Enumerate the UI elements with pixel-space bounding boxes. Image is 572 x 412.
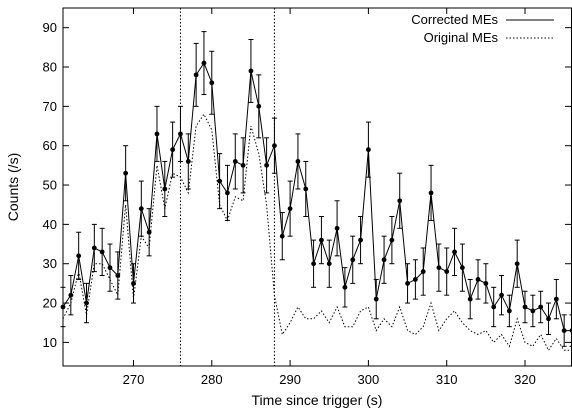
- data-point: [459, 265, 465, 271]
- data-point: [389, 237, 395, 243]
- data-point: [366, 147, 371, 153]
- data-point: [170, 147, 176, 153]
- data-point: [569, 328, 572, 333]
- y-tick-label-6: 70: [43, 99, 57, 114]
- data-point: [514, 261, 520, 267]
- data-point: [131, 280, 136, 286]
- data-point: [475, 277, 481, 282]
- data-point: [295, 159, 301, 164]
- y-axis-label: Counts (/s): [5, 153, 21, 221]
- legend: Corrected MEs Original MEs: [411, 12, 554, 45]
- data-point: [217, 178, 223, 184]
- y-tick-label-1: 20: [43, 296, 57, 311]
- data-point: [287, 206, 293, 212]
- y-tick-label-3: 40: [43, 217, 57, 232]
- x-tick-label-1: 280: [201, 372, 223, 387]
- data-point: [76, 253, 82, 259]
- data-point: [185, 159, 191, 164]
- plot-frame: [62, 7, 572, 367]
- data-point: [412, 277, 418, 282]
- data-point: [138, 206, 144, 212]
- data-point: [311, 261, 316, 267]
- data-point: [467, 296, 473, 302]
- data-point: [178, 131, 183, 137]
- data-point: [342, 284, 348, 290]
- data-point: [248, 68, 254, 74]
- data-point: [420, 269, 426, 274]
- data-point: [240, 162, 246, 168]
- series-line-original: [62, 113, 572, 352]
- data-point: [381, 257, 387, 263]
- data-point: [115, 273, 121, 278]
- data-point: [452, 249, 457, 255]
- x-tick-label-2: 290: [279, 372, 301, 387]
- data-point: [60, 304, 66, 310]
- x-tick-label-3: 300: [358, 372, 380, 387]
- y-tick-label-7: 80: [43, 60, 57, 75]
- data-point: [193, 72, 199, 78]
- data-point: [91, 245, 97, 251]
- data-point: [68, 292, 74, 298]
- data-point: [319, 237, 324, 243]
- data-point: [561, 328, 567, 333]
- data-point: [522, 304, 528, 310]
- data-point: [162, 186, 168, 192]
- data-point: [303, 186, 309, 192]
- data-point: [326, 261, 332, 267]
- data-point: [405, 280, 410, 286]
- x-axis-label: Time since trigger (s): [252, 392, 383, 408]
- legend-label-original: Original MEs: [424, 30, 499, 45]
- data-point: [499, 292, 504, 298]
- data-point: [483, 280, 489, 286]
- data-point: [84, 300, 89, 306]
- data-point: [538, 304, 544, 310]
- data-point: [491, 304, 497, 310]
- data-point: [264, 162, 269, 168]
- data-point: [209, 80, 215, 86]
- x-tick-label-4: 310: [436, 372, 458, 387]
- data-point: [436, 265, 442, 271]
- data-point: [373, 296, 379, 302]
- y-tick-label-8: 90: [43, 20, 57, 35]
- data-point: [154, 131, 160, 137]
- series-line-corrected: [62, 62, 572, 332]
- y-tick-label-2: 30: [43, 256, 57, 271]
- x-tick-label-5: 320: [514, 372, 536, 387]
- data-point: [225, 190, 230, 196]
- legend-label-corrected: Corrected MEs: [411, 12, 498, 27]
- y-tick-label-4: 50: [43, 178, 57, 193]
- data-point: [123, 170, 129, 176]
- data-point: [272, 143, 277, 149]
- data-point: [99, 249, 105, 255]
- data-point: [428, 190, 434, 196]
- data-point: [232, 159, 238, 164]
- data-point: [350, 257, 356, 263]
- data-point: [107, 265, 113, 271]
- data-point: [444, 269, 450, 274]
- data-point: [530, 308, 536, 314]
- y-tick-label-0: 10: [43, 335, 57, 350]
- data-point: [201, 60, 207, 66]
- data-point: [397, 198, 403, 204]
- data-point: [279, 233, 285, 239]
- data-point: [358, 237, 363, 243]
- data-point: [553, 296, 559, 302]
- y-tick-label-5: 60: [43, 138, 57, 153]
- data-point: [334, 225, 340, 231]
- data-point: [546, 316, 551, 322]
- data-point: [256, 103, 262, 109]
- x-tick-label-0: 270: [123, 372, 145, 387]
- data-point: [506, 308, 512, 314]
- data-point: [146, 229, 152, 235]
